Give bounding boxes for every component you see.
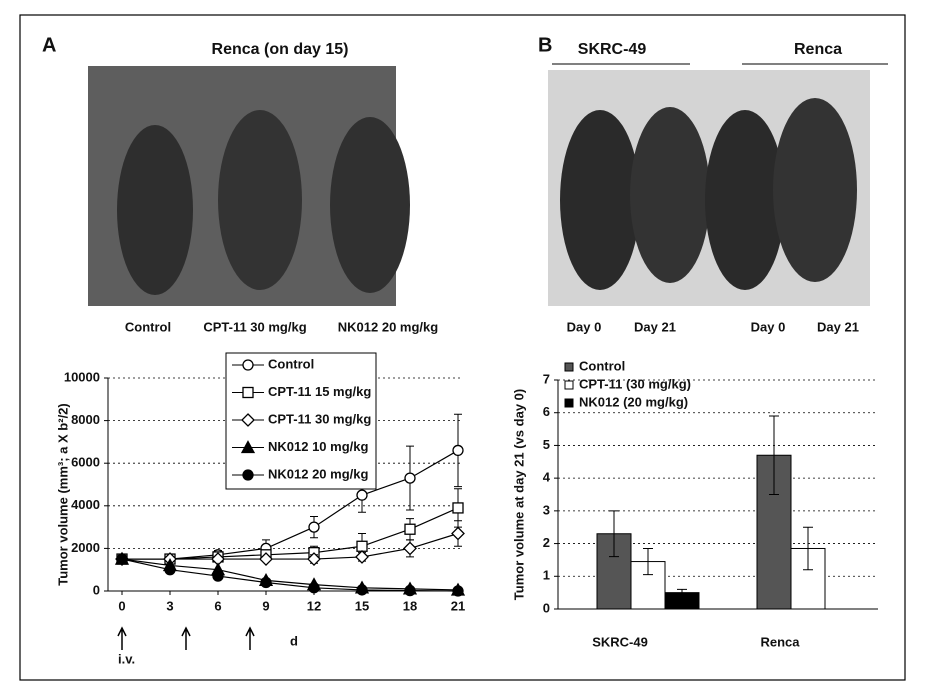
legend-swatch: [564, 362, 574, 372]
x-tick-label: 18: [403, 598, 417, 613]
y-tick-label: 2: [543, 535, 550, 550]
marker: [308, 521, 320, 533]
y-tick-label: 3: [543, 502, 550, 517]
marker: [452, 585, 464, 597]
y-tick-label: 1: [543, 568, 550, 583]
photo-caption: CPT-11 30 mg/kg: [203, 319, 306, 334]
marker: [242, 359, 254, 371]
legend-label: NK012 (20 mg/kg): [579, 394, 688, 409]
y-tick-label: 6: [543, 404, 550, 419]
photo-caption: Control: [125, 319, 171, 334]
marker: [404, 472, 416, 484]
marker: [404, 523, 416, 535]
x-tick-label: 12: [307, 598, 321, 613]
marker: [307, 552, 321, 566]
y-tick-label: 0: [543, 600, 550, 615]
marker: [452, 444, 464, 457]
legend-label: NK012 20 mg/kg: [268, 466, 368, 481]
dose-arrow: [181, 626, 191, 650]
x-tick-label: 21: [451, 598, 465, 613]
marker: [356, 489, 368, 501]
marker: [452, 502, 464, 514]
dose-arrow: [117, 626, 127, 650]
group-title: Renca: [794, 41, 842, 58]
photo-caption: NK012 20 mg/kg: [338, 319, 438, 334]
y-axis-label: Tumor volume (mm³; a X b²/2): [55, 403, 70, 586]
marker: [240, 440, 256, 454]
error-bar: [643, 547, 653, 576]
y-tick-label: 4: [543, 470, 551, 485]
legend-label: CPT-11 (30 mg/kg): [579, 376, 691, 391]
y-tick-label: 10000: [64, 369, 100, 384]
legend-label: Control: [268, 356, 314, 371]
x-tick-label: 9: [262, 598, 269, 613]
marker: [308, 582, 320, 594]
photo: [88, 66, 410, 306]
marker: [116, 553, 128, 565]
x-tick-label: 6: [214, 598, 221, 613]
y-tick-label: 0: [93, 582, 100, 597]
photo-caption: Day 21: [817, 319, 859, 334]
series-line: [121, 558, 459, 592]
panel-title: Renca (on day 15): [212, 41, 349, 58]
marker: [259, 552, 273, 566]
series-line: [121, 558, 459, 591]
x-tick-label: Renca: [760, 634, 800, 649]
marker: [242, 386, 254, 399]
photo: [548, 70, 870, 306]
x-tick-label: SKRC-49: [592, 634, 648, 649]
frame: [19, 14, 906, 681]
marker: [164, 564, 176, 576]
x-unit: d: [290, 633, 298, 648]
x-tick-label: 0: [118, 598, 125, 613]
marker: [212, 570, 224, 582]
y-axis-label: Tumor volume at day 21 (vs day 0): [511, 389, 526, 600]
legend-label: CPT-11 30 mg/kg: [268, 411, 371, 426]
legend-label: NK012 10 mg/kg: [268, 439, 368, 454]
y-tick-label: 4000: [71, 497, 100, 512]
marker: [260, 576, 272, 589]
y-tick-label: 2000: [71, 540, 100, 555]
marker: [242, 469, 254, 481]
marker: [241, 413, 255, 427]
y-tick-label: 6000: [71, 455, 100, 470]
x-tick-label: 15: [355, 598, 369, 613]
marker: [451, 526, 465, 541]
photo-caption: Day 0: [751, 319, 786, 334]
error-bar: [803, 526, 813, 571]
marker: [404, 584, 416, 597]
photo-caption: Day 21: [634, 319, 676, 334]
panel-label: B: [538, 34, 552, 56]
y-tick-label: 7: [543, 371, 550, 386]
marker: [403, 541, 417, 556]
y-tick-label: 8000: [71, 412, 100, 427]
legend-swatch: [564, 380, 574, 390]
panel-label: A: [42, 34, 56, 56]
marker: [355, 550, 369, 564]
error-bar: [769, 415, 779, 495]
x-tick-label: 3: [166, 598, 173, 613]
legend-label: CPT-11 15 mg/kg: [268, 384, 371, 399]
legend-label: Control: [579, 358, 625, 373]
dose-label: i.v.: [118, 651, 135, 666]
marker: [356, 584, 368, 596]
legend-swatch: [564, 398, 574, 408]
photo-caption: Day 0: [567, 319, 602, 334]
series-line: [122, 532, 459, 560]
dose-arrow: [245, 626, 255, 650]
error-bar: [609, 510, 619, 558]
error-bar: [677, 588, 687, 597]
marker: [356, 540, 368, 552]
group-title: SKRC-49: [578, 41, 647, 58]
y-tick-label: 5: [543, 437, 550, 452]
